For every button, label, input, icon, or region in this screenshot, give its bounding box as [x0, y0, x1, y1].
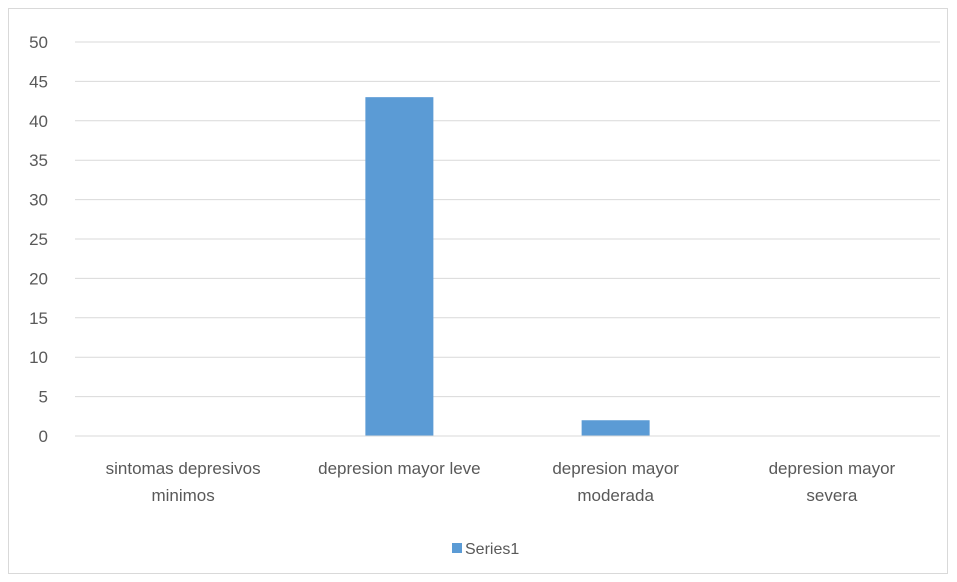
gridlines: [75, 41, 940, 398]
chart-frame: [8, 8, 948, 574]
y-tick-label-10: 10: [29, 348, 48, 367]
x-category-label-1-line-2: minimos: [151, 486, 214, 505]
y-tick-label-35: 35: [29, 151, 48, 170]
y-tick-label-30: 30: [29, 191, 48, 210]
bars: [365, 97, 650, 436]
bar-2: [365, 97, 434, 436]
y-tick-label-5: 5: [39, 388, 48, 407]
x-axis-category-labels: sintomas depresivos minimos depresion mayo…: [106, 459, 896, 505]
x-category-label-2-line-1: depresion mayor leve: [318, 459, 481, 478]
y-tick-label-20: 20: [29, 269, 48, 288]
legend-label-series1: Series1: [465, 541, 519, 558]
legend-swatch-series1: [452, 543, 462, 553]
y-tick-label-15: 15: [29, 309, 48, 328]
y-tick-label-0: 0: [39, 427, 48, 446]
x-category-label-3-line-2: moderada: [577, 486, 654, 505]
x-category-label-1-line-1: sintomas depresivos: [106, 459, 261, 478]
y-tick-label-25: 25: [29, 230, 48, 249]
y-tick-label-40: 40: [29, 112, 48, 131]
x-category-label-3-line-1: depresion mayor: [552, 459, 679, 478]
y-tick-label-50: 50: [29, 33, 48, 52]
x-category-label-4-line-1: depresion mayor: [769, 459, 896, 478]
x-category-label-4-line-2: severa: [806, 486, 858, 505]
y-tick-label-45: 45: [29, 72, 48, 91]
bar-3: [581, 420, 650, 436]
legend: Series1: [452, 541, 519, 558]
y-axis-tick-labels: 0 5 10 15 20 25 30 35 40 45 50: [29, 33, 48, 446]
